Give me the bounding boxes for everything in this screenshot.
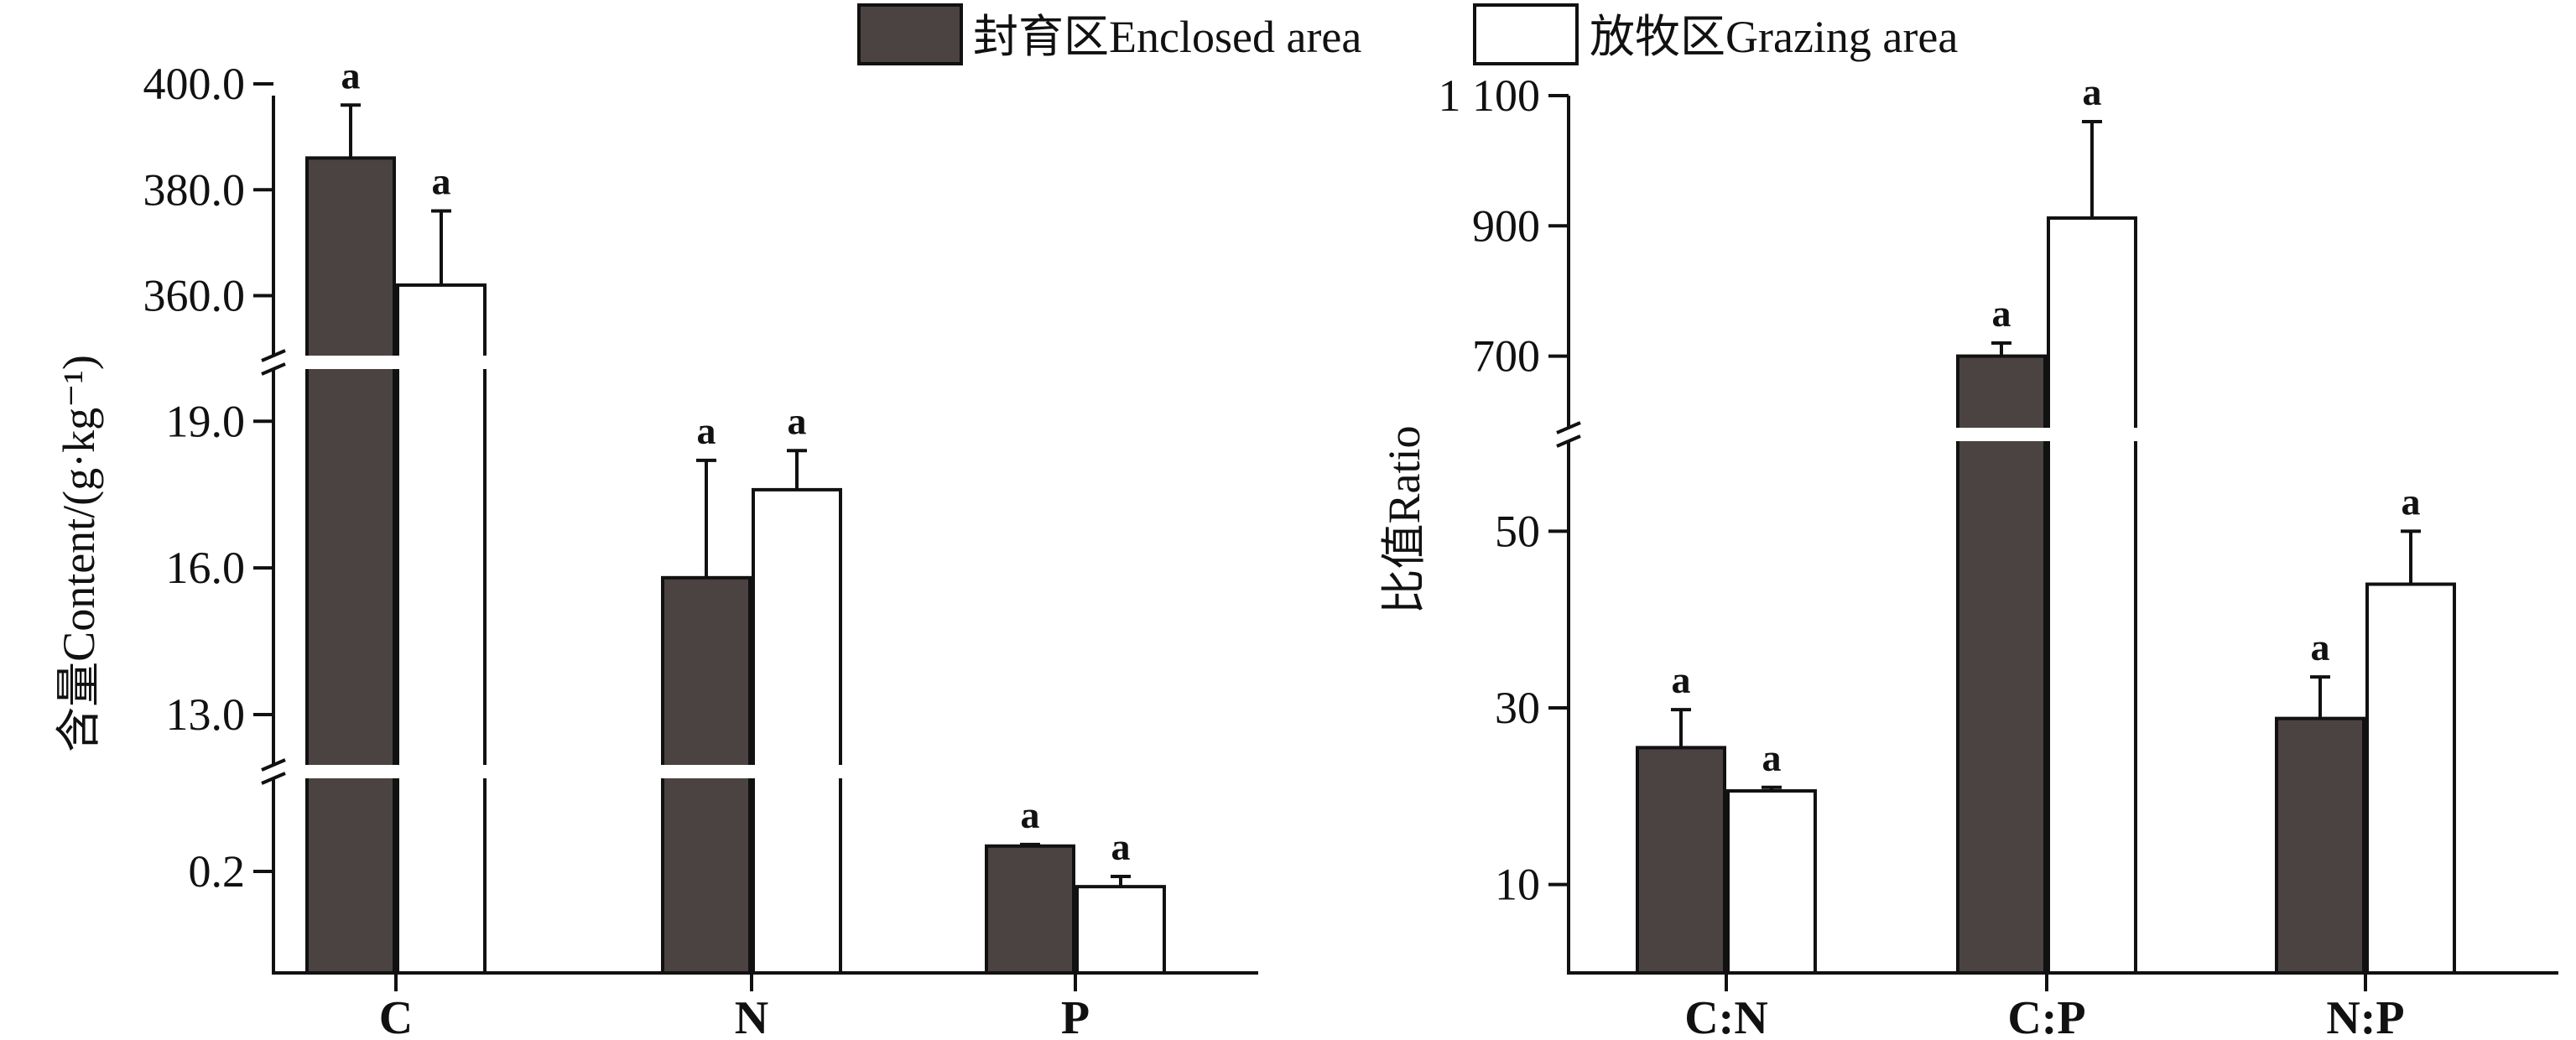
bar-ratio-cp-grazing xyxy=(2047,216,2137,975)
y-tick-label-ratio-0-1: 30 xyxy=(1495,683,1540,733)
legend: 封育区Enclosed area 放牧区Grazing area xyxy=(857,3,1958,65)
y-tick-label-ratio-1-1: 900 xyxy=(1472,200,1540,251)
axis-break-mark-content-0-b xyxy=(261,772,286,785)
category-label-ratio-cp: C:P xyxy=(2007,992,2085,1040)
category-label-content-c: C xyxy=(379,992,413,1040)
significance-label-content-0-1: a xyxy=(432,160,451,203)
bar-ratio-np-enclosed xyxy=(2275,716,2365,975)
y-axis-title-content: 含量Content/(g·kg⁻¹) xyxy=(54,355,104,752)
significance-label-ratio-1-1: a xyxy=(2083,70,2102,113)
bar-ratio-cn-enclosed xyxy=(1636,746,1726,975)
y-tick-label-content-1-1: 16.0 xyxy=(166,543,246,593)
axis-break-mark-ratio-0-a xyxy=(1556,421,1581,434)
y-tick-label-ratio-0-0: 10 xyxy=(1495,860,1540,910)
category-label-ratio-cn: C:N xyxy=(1684,992,1768,1040)
y-tick-label-content-2-0: 360.0 xyxy=(143,271,246,321)
y-tick-label-content-1-0: 13.0 xyxy=(166,689,246,740)
y-tick-label-content-2-2: 400.0 xyxy=(143,59,246,109)
y-tick-label-ratio-0-2: 50 xyxy=(1495,506,1540,556)
significance-label-ratio-0-0: a xyxy=(1672,658,1691,701)
significance-label-ratio-2-0: a xyxy=(2311,626,2330,668)
legend-swatch-enclosed xyxy=(857,3,963,65)
y-tick-label-content-2-1: 380.0 xyxy=(143,164,246,215)
axis-break-gap-ratio-0 xyxy=(1570,428,2560,441)
y-tick-label-content-0-0: 0.2 xyxy=(189,846,246,897)
bar-content-c-enclosed xyxy=(305,156,396,975)
legend-label-grazing: 放牧区Grazing area xyxy=(1590,12,1958,62)
y-tick-label-content-1-2: 19.0 xyxy=(166,396,246,446)
bar-ratio-cp-enclosed xyxy=(1956,354,2047,975)
significance-label-content-0-0: a xyxy=(341,54,361,96)
bar-content-p-enclosed xyxy=(985,844,1075,975)
category-label-ratio-np: N:P xyxy=(2326,992,2404,1040)
axis-break-mark-content-0-a xyxy=(261,758,286,772)
bar-content-p-grazing xyxy=(1075,885,1166,975)
panel-ratio: 比值Ratio a a a a a a 10 30 50 700 900 1 100 C:N C:P N:P xyxy=(1379,70,2560,1040)
significance-label-ratio-1-0: a xyxy=(1992,292,2011,335)
axis-break-gap-content-0 xyxy=(275,765,1260,778)
bar-content-n-grazing xyxy=(752,487,842,975)
axis-break-gap-content-1 xyxy=(275,356,1260,369)
axis-break-mark-content-1-b xyxy=(261,362,286,376)
axis-break-mark-content-1-a xyxy=(261,349,286,362)
bar-ratio-np-grazing xyxy=(2365,582,2456,975)
bar-ratio-cn-grazing xyxy=(1726,789,1817,975)
panel-content: 含量Content/(g·kg⁻¹) a a a a a a 0.2 13.0 16.0 19.0… xyxy=(54,54,1260,1040)
significance-label-ratio-0-1: a xyxy=(1762,736,1782,779)
axis-break-mark-ratio-0-b xyxy=(1556,434,1581,448)
significance-label-content-2-1: a xyxy=(1111,825,1131,868)
category-label-content-n: N xyxy=(735,992,768,1040)
significance-label-content-2-0: a xyxy=(1021,793,1040,836)
category-label-content-p: P xyxy=(1061,992,1090,1040)
legend-swatch-grazing xyxy=(1473,3,1579,65)
significance-label-ratio-2-1: a xyxy=(2402,480,2421,523)
y-axis-title-ratio: 比值Ratio xyxy=(1379,426,1429,615)
y-tick-label-ratio-1-2: 1 100 xyxy=(1439,70,1541,121)
significance-label-content-1-1: a xyxy=(788,399,807,442)
y-tick-label-ratio-1-0: 700 xyxy=(1472,331,1540,382)
bar-content-c-grazing xyxy=(396,283,487,975)
significance-label-content-1-0: a xyxy=(697,409,716,452)
legend-label-enclosed: 封育区Enclosed area xyxy=(973,12,1361,62)
